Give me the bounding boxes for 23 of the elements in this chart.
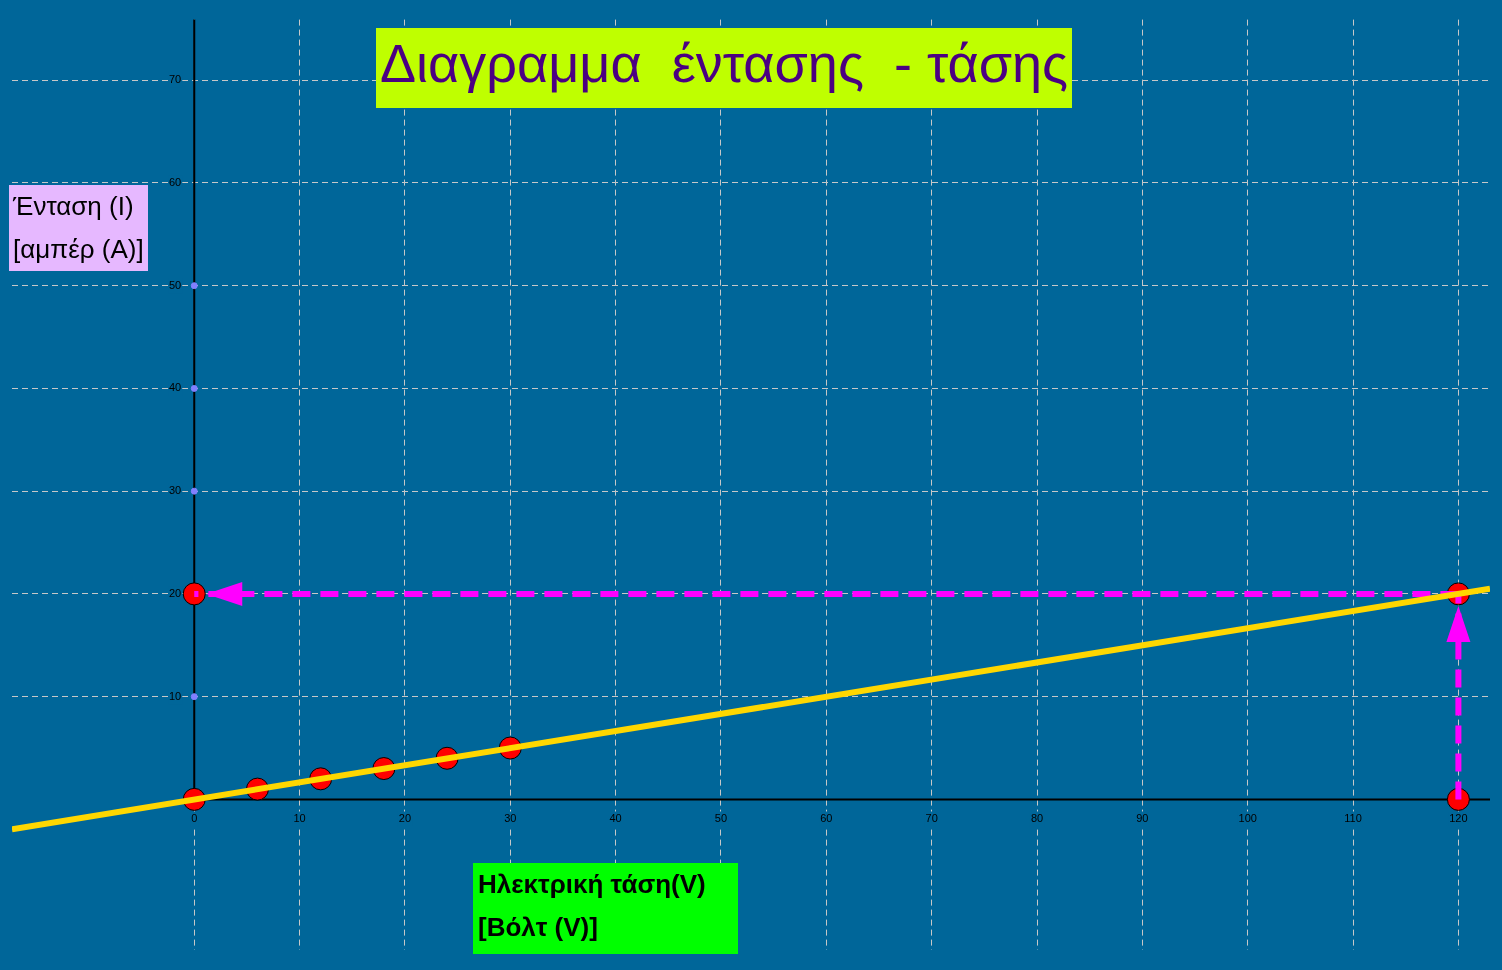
x-tick-label: 100 (1238, 812, 1257, 825)
x-tick-label: 20 (398, 812, 412, 825)
y-tick-label: 20 (169, 586, 182, 599)
x-tick-label: 90 (1136, 812, 1149, 825)
x-axis-title: Ηλεκτρική τάση(V) [Βόλτ (V)] (473, 863, 738, 954)
x-tick-label: 50 (714, 812, 728, 825)
y-tick-label: 60 (169, 175, 182, 188)
x-tick-label: 120 (1449, 812, 1468, 825)
x-tick-label: 0 (191, 812, 198, 825)
y-tick-label: 40 (169, 381, 182, 394)
y-axis-title: Ένταση (I) [αμπέρ (Α)] (9, 185, 148, 271)
x-tick-label: 110 (1344, 812, 1362, 825)
y-tick-label: 30 (169, 484, 182, 497)
x-tick-label: 30 (504, 812, 517, 825)
y-tick-label: 70 (169, 73, 182, 86)
chart-title: Διαγραμμα έντασης - τάσης (376, 28, 1073, 108)
x-tick-label: 10 (293, 812, 306, 825)
x-tick-label: 80 (1030, 812, 1044, 825)
y-tick-label: 50 (169, 278, 182, 291)
y-tick-label: 10 (169, 689, 182, 702)
x-tick-label: 70 (925, 812, 938, 825)
x-tick-label: 60 (820, 812, 833, 825)
x-tick-label: 40 (609, 812, 622, 825)
